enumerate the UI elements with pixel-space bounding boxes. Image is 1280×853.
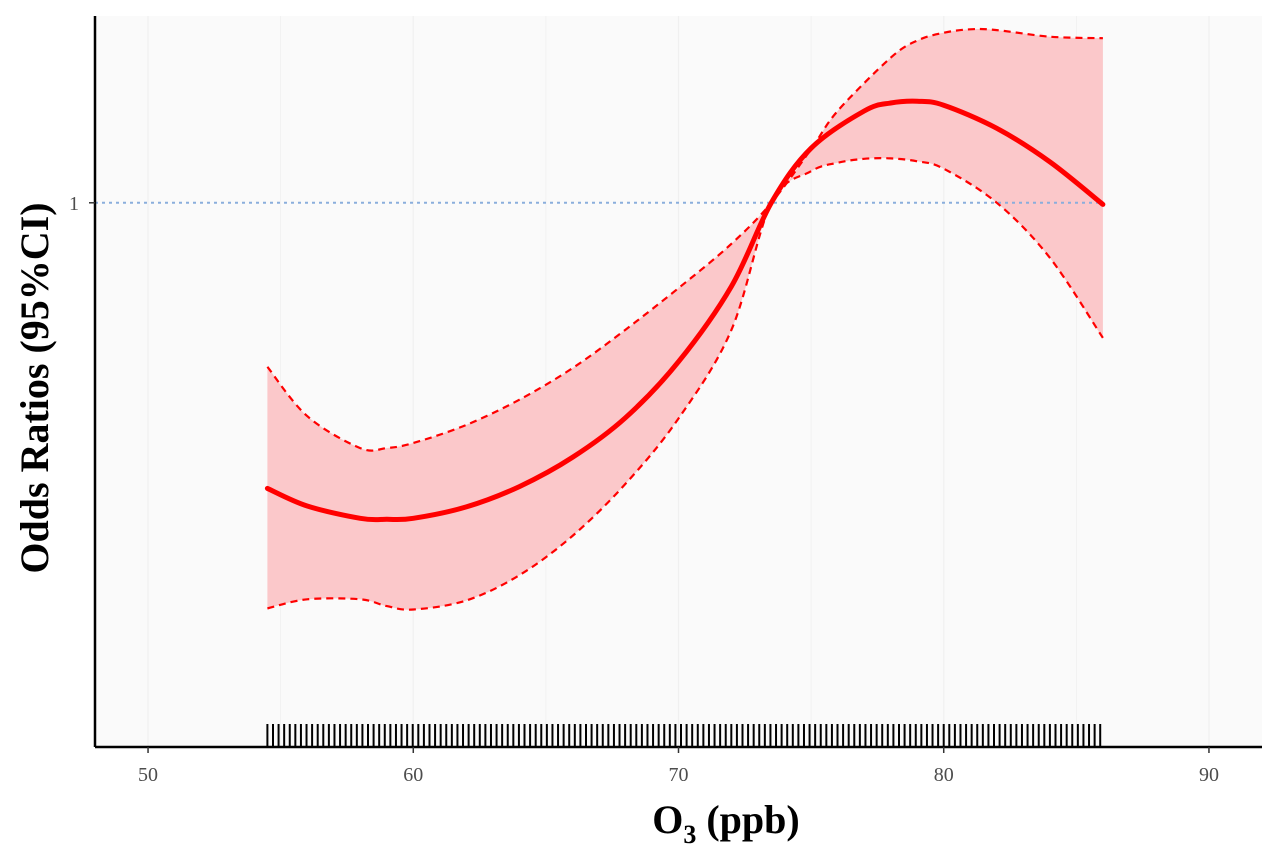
confidence-interval-band bbox=[267, 28, 1103, 610]
y-axis-ticks: 1 bbox=[69, 193, 95, 215]
x-tick-label: 50 bbox=[138, 764, 158, 786]
odds-ratio-curve bbox=[264, 98, 1106, 523]
lower-ci-line bbox=[267, 157, 1104, 611]
x-axis-ticks: 50 60 70 80 90 bbox=[138, 747, 1219, 786]
x-axis-title: O3 (ppb) bbox=[652, 797, 800, 849]
x-tick-label: 90 bbox=[1199, 764, 1219, 786]
x-axis-title-subscript: 3 bbox=[683, 820, 696, 849]
rug-marks bbox=[266, 724, 1102, 746]
y-tick-label: 1 bbox=[69, 193, 79, 215]
x-tick-label: 70 bbox=[669, 764, 689, 786]
upper-ci-line bbox=[266, 27, 1103, 452]
x-axis-title-unit: (ppb) bbox=[696, 797, 799, 842]
x-axis-title-main: O bbox=[652, 797, 683, 842]
x-tick-label: 60 bbox=[403, 764, 423, 786]
y-axis-title: Odds Ratios (95%CI) bbox=[12, 202, 57, 573]
x-tick-label: 80 bbox=[934, 764, 954, 786]
